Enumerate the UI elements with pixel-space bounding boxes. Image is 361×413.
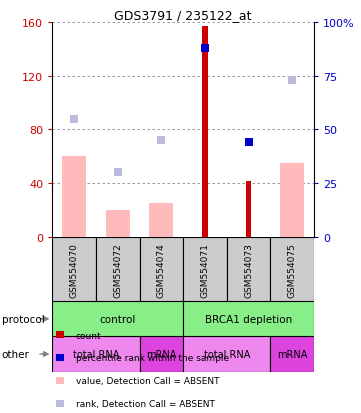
Bar xyxy=(62,157,86,237)
Bar xyxy=(96,237,140,301)
Text: GSM554073: GSM554073 xyxy=(244,242,253,297)
Text: control: control xyxy=(100,314,136,324)
Bar xyxy=(246,181,251,237)
Bar xyxy=(106,211,130,237)
Text: BRCA1 depletion: BRCA1 depletion xyxy=(205,314,292,324)
Text: total RNA: total RNA xyxy=(204,349,250,359)
Bar xyxy=(52,337,140,372)
Text: value, Detection Call = ABSENT: value, Detection Call = ABSENT xyxy=(76,376,219,385)
Bar xyxy=(183,337,270,372)
Text: GSM554074: GSM554074 xyxy=(157,242,166,297)
Text: GSM554075: GSM554075 xyxy=(288,242,297,297)
Bar xyxy=(270,237,314,301)
Bar xyxy=(140,237,183,301)
Text: total RNA: total RNA xyxy=(73,349,119,359)
Text: count: count xyxy=(76,331,101,340)
Text: GSM554072: GSM554072 xyxy=(113,242,122,297)
Text: other: other xyxy=(2,349,30,359)
Text: mRNA: mRNA xyxy=(146,349,177,359)
Bar xyxy=(140,337,183,372)
Text: percentile rank within the sample: percentile rank within the sample xyxy=(76,354,229,363)
Text: GSM554071: GSM554071 xyxy=(200,242,209,297)
Bar xyxy=(227,237,270,301)
Text: mRNA: mRNA xyxy=(277,349,308,359)
Bar xyxy=(52,237,96,301)
Text: protocol: protocol xyxy=(2,314,44,324)
Bar xyxy=(52,301,183,337)
Bar xyxy=(280,164,304,237)
Text: GSM554070: GSM554070 xyxy=(70,242,79,297)
Bar xyxy=(203,27,208,237)
Bar xyxy=(183,301,314,337)
Text: rank, Detection Call = ABSENT: rank, Detection Call = ABSENT xyxy=(76,399,215,408)
Bar xyxy=(149,204,173,237)
Bar xyxy=(270,337,314,372)
Bar xyxy=(183,237,227,301)
Title: GDS3791 / 235122_at: GDS3791 / 235122_at xyxy=(114,9,252,21)
